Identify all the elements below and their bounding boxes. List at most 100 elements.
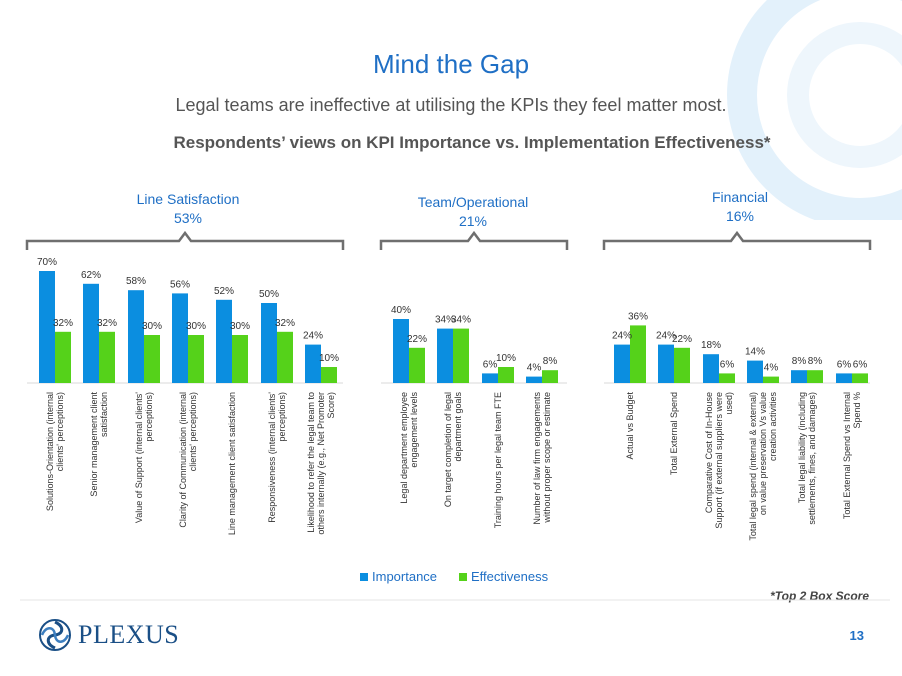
category-label-line: Line management client satisfaction [227,392,237,535]
page-number: 13 [849,628,864,643]
category-label: On target completion of legal department … [443,392,463,508]
value-label-importance: 50% [259,289,279,300]
bar-effectiveness [542,370,558,383]
bar-importance [437,328,453,383]
category-label: Value of Support (internal clients' perce… [134,392,154,523]
group-braces [25,230,872,250]
value-label-effectiveness: 30% [186,321,206,332]
group-brace [379,230,569,250]
plexus-logo: PLEXUS [38,618,179,652]
category-label-line: Value of Support (internal clients' [134,392,144,523]
category-label-line: perceptions) [144,392,154,442]
bar-effectiveness [719,373,735,383]
value-label-importance: 70% [37,257,57,268]
value-label-effectiveness: 8% [543,356,558,367]
bar-importance [83,283,99,383]
bars [39,271,868,383]
bar-importance [703,354,719,383]
value-label-effectiveness: 32% [97,318,117,329]
bar-importance [747,360,763,383]
category-label-line: perceptions) [277,392,287,442]
value-label-importance: 8% [792,356,807,367]
value-label-importance: 6% [837,359,852,370]
category-label-line: Responsiveness (internal clients' [267,392,277,523]
value-label-effectiveness: 30% [142,321,162,332]
group-label-financial: Financial 16% [660,188,820,226]
bar-effectiveness [99,331,115,383]
value-label-effectiveness: 10% [319,353,339,364]
category-label-line: Likelihood to refer the legal team to [306,392,316,533]
value-label-effectiveness: 22% [672,334,692,345]
bar-importance [39,271,55,383]
bar-importance [791,370,807,383]
category-label-line: Spend % [852,392,862,429]
category-label-line: Total External Spend vs Internal [842,392,852,519]
chart-heading: Respondents’ views on KPI Importance vs.… [173,133,771,152]
value-label-importance: 6% [483,359,498,370]
value-label-importance: 40% [391,305,411,316]
category-label-line: Number of law firm engagements [532,392,542,525]
value-label-importance: 56% [170,279,190,290]
bar-effectiveness [763,376,779,383]
bar-effectiveness [498,367,514,383]
category-label-line: department goals [453,392,463,462]
bar-effectiveness [674,347,690,383]
value-label-importance: 58% [126,276,146,287]
category-label-line: Support (if external suppliers were [714,392,724,529]
category-label-line: engagement levels [409,392,419,468]
category-label: Total legal spend (internal & external) o… [748,392,778,541]
legend-item-effectiveness: Effectiveness [459,569,548,584]
value-label-importance: 34% [435,315,455,326]
value-label-effectiveness: 8% [808,356,823,367]
category-label: Actual vs Budget [625,392,635,460]
category-label: Total External Spend [669,392,679,475]
value-label-effectiveness: 6% [720,359,735,370]
plexus-logo-icon [39,619,71,651]
bar-effectiveness [453,328,469,383]
category-label-line: Senior management client [89,392,99,497]
value-label-effectiveness: 36% [628,311,648,322]
bar-effectiveness [232,335,248,383]
category-labels: Solutions-Orientation (internal clients' … [45,392,862,541]
legend-label-effectiveness: Effectiveness [471,569,549,584]
bar-importance [305,344,321,383]
category-label-line: Score) [326,392,336,419]
category-label: Line management client satisfaction [227,392,237,535]
legend-swatch-importance [360,572,368,581]
bar-effectiveness [321,367,337,383]
bar-importance [393,319,409,383]
bar-importance [172,293,188,383]
category-label: Comparative Cost of In-House Support (if … [704,392,734,529]
bar-effectiveness [188,335,204,383]
bar-importance [836,373,852,383]
value-label-effectiveness: 30% [230,321,250,332]
page-subtitle: Legal teams are ineffective at utilising… [175,95,727,115]
category-label: Clarity of Communication (internal client… [178,392,198,528]
value-label-effectiveness: 6% [853,359,868,370]
value-label-effectiveness: 32% [53,318,73,329]
value-label-importance: 24% [656,331,676,342]
category-label-line: satisfaction [99,392,109,437]
bar-importance [128,290,144,383]
category-label: Senior management client satisfaction [89,392,109,497]
legend-swatch-effectiveness [459,572,467,581]
decorative-swirl-graphic [727,0,902,220]
bar-effectiveness [277,331,293,383]
bar-effectiveness [144,335,160,383]
category-label: Number of law firm engagements without pr… [532,392,552,525]
bar-importance [526,376,542,383]
bar-effectiveness [852,373,868,383]
category-label-line: Clarity of Communication (internal [178,392,188,528]
category-label-line: used) [724,392,734,415]
bar-importance [614,344,630,383]
category-label: Solutions-Orientation (internal clients' … [45,392,65,511]
category-label-line: settlements, fines, and damages) [807,392,817,525]
footer-divider [20,599,890,601]
category-label: Legal department employee engagement leve… [399,392,419,504]
category-label: Responsiveness (internal clients' percept… [267,392,287,523]
group-name: Team/Operational [417,194,529,210]
value-label-importance: 24% [303,331,323,342]
value-label-importance: 14% [745,347,765,358]
group-name: Line Satisfaction [136,191,240,207]
